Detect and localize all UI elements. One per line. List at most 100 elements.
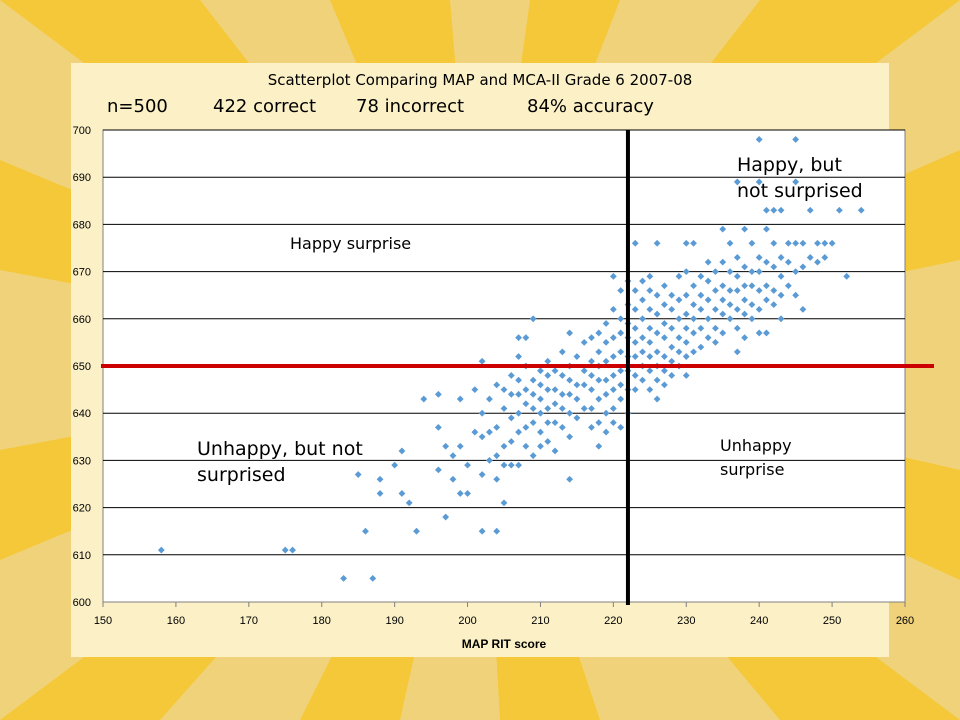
data-point (712, 287, 719, 294)
data-point (763, 329, 770, 337)
data-point (835, 206, 843, 214)
data-point (602, 390, 610, 398)
data-point (712, 339, 719, 346)
data-point (420, 395, 428, 403)
data-point (748, 239, 756, 247)
data-point (449, 475, 457, 483)
data-point (537, 381, 544, 389)
y-tick-label: 650 (73, 361, 91, 373)
x-tick-label: 170 (240, 615, 258, 627)
data-point (515, 409, 522, 417)
data-point (821, 254, 829, 261)
data-point (690, 282, 697, 290)
data-point (434, 423, 442, 431)
data-point (609, 386, 617, 393)
data-point (741, 225, 748, 233)
data-point (653, 376, 661, 384)
data-point (434, 466, 442, 474)
data-point (500, 405, 508, 412)
data-point (493, 475, 501, 483)
data-point (784, 282, 792, 290)
data-point (814, 239, 821, 247)
stat-n: n=500 (107, 96, 168, 117)
data-point (464, 490, 471, 497)
data-point (763, 206, 770, 214)
data-point (595, 395, 603, 403)
data-point (755, 254, 763, 261)
x-tick-label: 190 (385, 615, 403, 627)
data-point (733, 348, 741, 356)
data-point (631, 287, 639, 294)
data-point (704, 296, 712, 304)
data-point (551, 447, 559, 455)
data-point (682, 310, 690, 318)
data-point (653, 348, 661, 356)
data-point (719, 282, 727, 290)
data-point (515, 353, 522, 360)
data-point (434, 390, 442, 398)
data-point (639, 348, 646, 356)
data-point (602, 357, 610, 365)
data-point (456, 490, 464, 497)
data-point (537, 442, 544, 450)
y-tick-labels: 600 610 620 630 640 650 660 670 680 690 700 (73, 125, 91, 609)
data-point (748, 268, 756, 275)
data-point (537, 395, 544, 403)
data-point (376, 490, 384, 497)
data-point (646, 305, 654, 313)
stat-correct: 422 correct (213, 96, 317, 117)
data-point (682, 291, 690, 299)
data-point (529, 419, 537, 427)
x-tick-label: 210 (531, 615, 549, 627)
data-point (719, 310, 727, 318)
data-point (456, 395, 464, 403)
data-point (566, 475, 574, 483)
data-point (792, 178, 800, 186)
data-point (602, 376, 610, 384)
data-point (697, 291, 705, 299)
data-point (449, 452, 457, 460)
data-point (653, 310, 661, 318)
data-point (617, 367, 625, 375)
data-point (668, 372, 676, 379)
data-point (515, 376, 522, 384)
x-tick-label: 180 (313, 615, 331, 627)
data-point (646, 324, 654, 332)
data-point (682, 353, 690, 360)
data-point (602, 428, 610, 436)
data-point (617, 329, 625, 337)
data-point (646, 339, 654, 346)
data-point (857, 206, 865, 214)
data-point (733, 305, 741, 313)
data-point (157, 546, 165, 554)
data-point (770, 263, 778, 271)
data-point (551, 386, 559, 393)
data-point (478, 527, 486, 535)
data-point (398, 447, 406, 455)
data-point (661, 282, 668, 290)
data-point (507, 390, 515, 398)
data-point (405, 499, 413, 507)
data-point (712, 268, 719, 275)
data-point (661, 334, 668, 342)
y-tick-label: 600 (73, 597, 91, 609)
y-tick-label: 700 (73, 125, 91, 137)
data-point (646, 353, 654, 360)
data-point (493, 381, 501, 389)
data-point (493, 527, 501, 535)
data-point (631, 339, 639, 346)
data-point (675, 296, 683, 304)
data-point (573, 395, 581, 403)
annotation-bottom-right: surprise (720, 460, 784, 479)
data-point (777, 272, 785, 280)
data-point (770, 239, 778, 247)
data-point (566, 433, 574, 441)
data-point (661, 301, 668, 309)
x-tick-label: 240 (750, 615, 768, 627)
data-point (675, 315, 683, 323)
data-point (471, 386, 479, 393)
data-point (609, 353, 617, 360)
y-tick-label: 610 (73, 550, 91, 562)
data-point (442, 442, 450, 450)
